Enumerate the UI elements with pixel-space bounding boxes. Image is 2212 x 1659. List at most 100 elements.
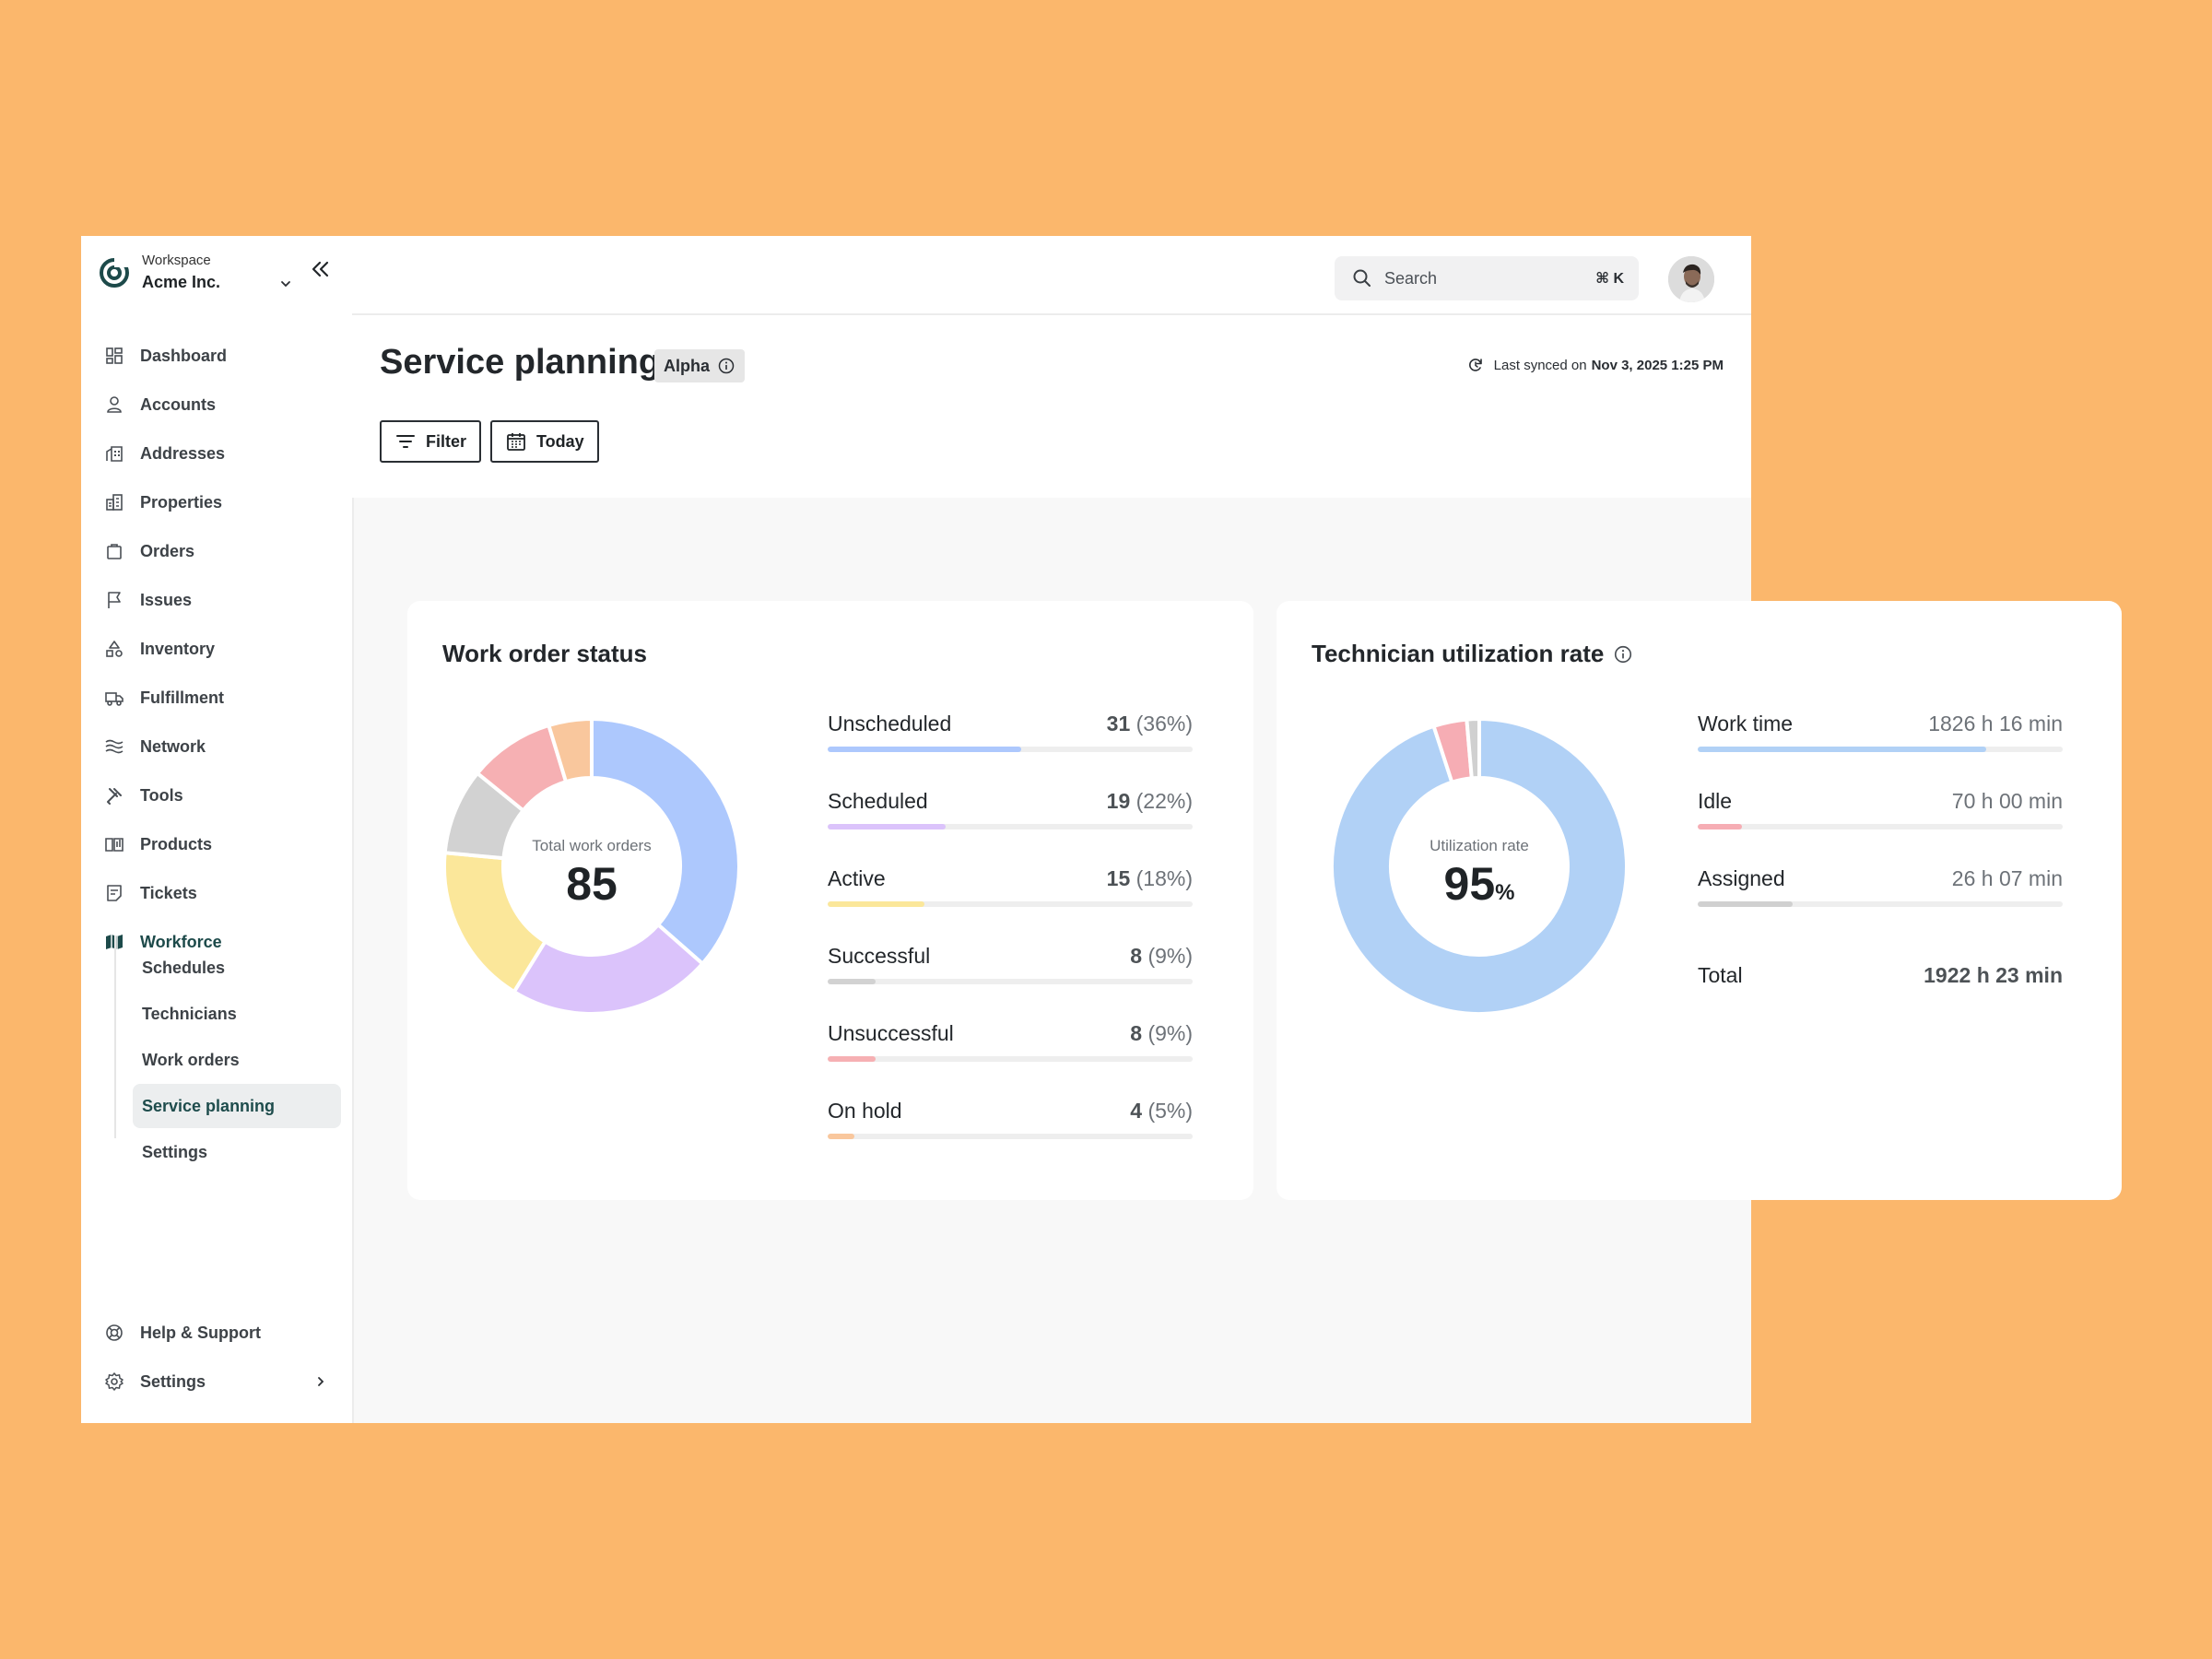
nav-item-properties[interactable]: Properties	[103, 484, 334, 521]
avatar[interactable]	[1668, 256, 1714, 302]
calendar-icon	[507, 433, 525, 451]
progress-fill	[828, 1056, 877, 1062]
donut-center-value: 85	[566, 858, 618, 910]
progress-fill	[1698, 901, 1793, 907]
search-placeholder: Search	[1384, 268, 1438, 288]
collapse-sidebar-icon[interactable]	[308, 256, 334, 282]
progress-fill	[828, 747, 1021, 752]
donut-center: Total work orders 85	[500, 837, 684, 911]
sub-item-settings[interactable]: Settings	[142, 1142, 208, 1161]
status-value: 31 (36%)	[1107, 712, 1193, 736]
donut-center: Utilization rate 95%	[1387, 837, 1571, 911]
donut-slice-unscheduled	[590, 717, 741, 967]
nav-label: Properties	[140, 492, 223, 512]
nav-item-tools[interactable]: Tools	[103, 777, 334, 814]
shapes-icon	[103, 638, 125, 660]
workspace-logo-icon	[98, 256, 131, 289]
filter-label: Filter	[426, 431, 467, 451]
progress-track	[828, 824, 1193, 830]
progress-track	[1698, 747, 2063, 752]
info-icon	[718, 358, 735, 374]
sync-prefix: Last synced on	[1493, 357, 1587, 373]
alpha-badge[interactable]: Alpha	[654, 349, 746, 382]
status-row-active: Active 15 (18%)	[828, 866, 1193, 922]
top-bar: Search ⌘ K	[352, 236, 1751, 315]
workspace-name: Acme Inc.	[142, 273, 221, 291]
util-row-assigned: Assigned 26 h 07 min	[1698, 866, 2063, 922]
donut-center-label: Total work orders	[532, 837, 652, 854]
util-label: Idle	[1698, 789, 1733, 813]
search-input[interactable]: Search ⌘ K	[1335, 256, 1639, 300]
progress-track	[828, 979, 1193, 984]
nav-item-addresses[interactable]: Addresses	[103, 435, 334, 472]
filter-button[interactable]: Filter	[380, 420, 482, 463]
chevron-down-icon	[278, 276, 293, 291]
nav-item-inventory[interactable]: Inventory	[103, 630, 334, 667]
sync-icon	[1468, 359, 1482, 371]
card-title: Technician utilization rate	[1312, 640, 1633, 668]
donut-slice-scheduled	[512, 922, 706, 1016]
nav-item-dashboard[interactable]: Dashboard	[103, 337, 334, 374]
workspace-switcher[interactable]: Workspace Acme Inc.	[98, 251, 352, 306]
nav-item-accounts[interactable]: Accounts	[103, 386, 334, 423]
nav-item-products[interactable]: Products	[103, 826, 334, 863]
status-percent: (9%)	[1147, 944, 1193, 968]
util-total-label: Total	[1698, 963, 1743, 987]
donut-slice-work-time	[1330, 717, 1629, 1016]
status-value: 15 (18%)	[1107, 866, 1193, 891]
donut-slice-on-hold	[546, 717, 594, 784]
nav-item-issues[interactable]: Issues	[103, 582, 334, 618]
page-header: Service planning Alpha Last synced on No…	[352, 315, 1751, 498]
util-total-row: Total 1922 h 23 min	[1698, 963, 2063, 991]
settings-label: Settings	[140, 1371, 206, 1391]
sub-item-technicians[interactable]: Technicians	[142, 1004, 237, 1023]
utilization-value: 95	[1443, 858, 1496, 910]
status-count: 4	[1130, 1099, 1143, 1123]
nav-item-orders[interactable]: Orders	[103, 533, 334, 570]
date-button[interactable]: Today	[490, 420, 599, 463]
nav-label: Issues	[140, 590, 193, 609]
donut-center-value: 95%	[1387, 857, 1571, 911]
status-count: 19	[1106, 789, 1131, 813]
status-label: Successful	[828, 944, 931, 968]
sub-item-work-orders[interactable]: Work orders	[142, 1050, 240, 1069]
status-label: Scheduled	[828, 789, 928, 813]
help-support-item[interactable]: Help & Support	[103, 1314, 334, 1351]
progress-track	[1698, 901, 2063, 907]
status-percent: (5%)	[1147, 1099, 1193, 1123]
progress-track	[828, 747, 1193, 752]
building-icon	[103, 442, 125, 465]
status-count: 31	[1106, 712, 1131, 735]
flag-icon	[103, 589, 125, 611]
work-order-status-card: Work order status Total work orders 85 U…	[407, 601, 1253, 1200]
sub-item-service-planning[interactable]: Service planning	[133, 1084, 341, 1128]
util-label: Work time	[1698, 712, 1794, 735]
user-icon	[103, 394, 125, 416]
nav-item-network[interactable]: Network	[103, 728, 334, 765]
donut-center-label: Utilization rate	[1430, 837, 1529, 854]
nav-label: Accounts	[140, 394, 217, 414]
status-label: Active	[828, 866, 886, 890]
nav-label: Tools	[140, 785, 183, 805]
info-icon[interactable]	[1613, 644, 1633, 665]
status-value: 4 (5%)	[1130, 1099, 1193, 1124]
progress-fill	[828, 979, 877, 984]
status-label: Unscheduled	[828, 712, 952, 735]
status-percent: (18%)	[1135, 866, 1193, 890]
properties-icon	[103, 491, 125, 513]
sub-item-schedules[interactable]: Schedules	[142, 958, 226, 977]
status-percent: (36%)	[1135, 712, 1193, 735]
util-row-idle: Idle 70 h 00 min	[1698, 789, 2063, 844]
progress-fill	[828, 1134, 855, 1139]
status-value: 8 (9%)	[1130, 1021, 1193, 1046]
card-title: Work order status	[442, 640, 647, 668]
nav-item-tickets[interactable]: Tickets	[103, 875, 334, 912]
util-value: 70 h 00 min	[1951, 789, 2063, 813]
nav-item-fulfillment[interactable]: Fulfillment	[103, 679, 334, 716]
work-order-donut-chart	[442, 717, 741, 1016]
submenu-guide-line	[114, 935, 116, 1138]
nav-label: Products	[140, 834, 213, 853]
last-synced: Last synced on Nov 3, 2025 1:25 PM	[1466, 356, 1724, 374]
utilization-card: Technician utilization rate Utilization …	[1277, 601, 2122, 1200]
settings-item[interactable]: Settings	[103, 1363, 334, 1400]
